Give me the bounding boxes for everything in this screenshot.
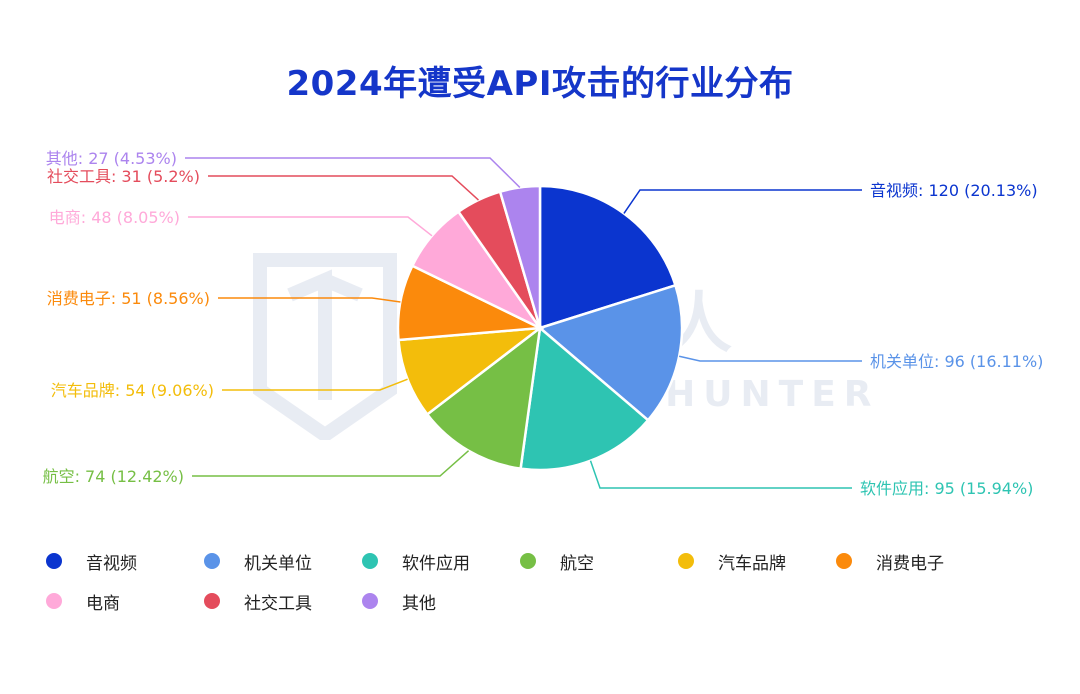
leader-line: [218, 297, 401, 303]
legend-item: 航空: [514, 550, 672, 574]
leader-line: [222, 378, 408, 391]
chart-legend: 音视频 机关单位 软件应用 航空 汽车品牌 消费电子电商 社交工具 其他: [40, 550, 1060, 614]
data-label: 其他: 27 (4.53%): [46, 149, 177, 168]
legend-label: 消费电子: [876, 553, 944, 574]
leader-line: [208, 175, 479, 201]
data-label: 软件应用: 95 (15.94%): [860, 479, 1033, 498]
data-label: 社交工具: 31 (5.2%): [47, 167, 200, 186]
legend-item: 音视频: [40, 550, 198, 574]
pie-slice: [498, 184, 542, 329]
data-label: 汽车品牌: 54 (9.06%): [51, 381, 214, 400]
legend-item: 社交工具: [198, 590, 356, 614]
legend-swatch: [204, 593, 220, 609]
legend-label: 航空: [560, 553, 594, 574]
legend-swatch: [46, 593, 62, 609]
pie-slice: [397, 326, 545, 417]
legend-label: 音视频: [86, 553, 137, 574]
legend-swatch: [836, 553, 852, 569]
leader-line: [623, 189, 862, 214]
data-label: 音视频: 120 (20.13%): [870, 181, 1038, 200]
legend-item: 电商: [40, 590, 198, 614]
pie-slice: [538, 184, 677, 330]
data-label: 机关单位: 96 (16.11%): [870, 352, 1043, 371]
legend-item: 软件应用: [356, 550, 514, 574]
leader-line: [185, 157, 521, 188]
legend-item: 汽车品牌: [672, 550, 830, 574]
legend-label: 社交工具: [244, 593, 312, 614]
legend-item: 消费电子: [830, 550, 988, 574]
leader-line: [678, 355, 862, 362]
leader-line: [192, 450, 470, 477]
legend-item: 机关单位: [198, 550, 356, 574]
legend-item: 其他: [356, 590, 514, 614]
legend-label: 机关单位: [244, 553, 312, 574]
leader-line: [188, 216, 433, 237]
pie-slice: [519, 325, 650, 472]
data-label: 航空: 74 (12.42%): [43, 467, 184, 486]
legend-swatch: [678, 553, 694, 569]
legend-label: 其他: [402, 593, 436, 614]
legend-swatch: [520, 553, 536, 569]
legend-label: 软件应用: [402, 553, 470, 574]
chart-title: 2024年遭受API攻击的行业分布: [286, 64, 794, 104]
data-label: 消费电子: 51 (8.56%): [47, 289, 210, 308]
legend-label: 电商: [86, 593, 120, 614]
legend-swatch: [204, 553, 220, 569]
leader-line: [589, 460, 852, 489]
data-label: 电商: 48 (8.05%): [49, 208, 180, 227]
pie-slice: [537, 283, 684, 422]
legend-swatch: [362, 593, 378, 609]
legend-label: 汽车品牌: [718, 553, 786, 574]
legend-swatch: [362, 553, 378, 569]
legend-swatch: [46, 553, 62, 569]
